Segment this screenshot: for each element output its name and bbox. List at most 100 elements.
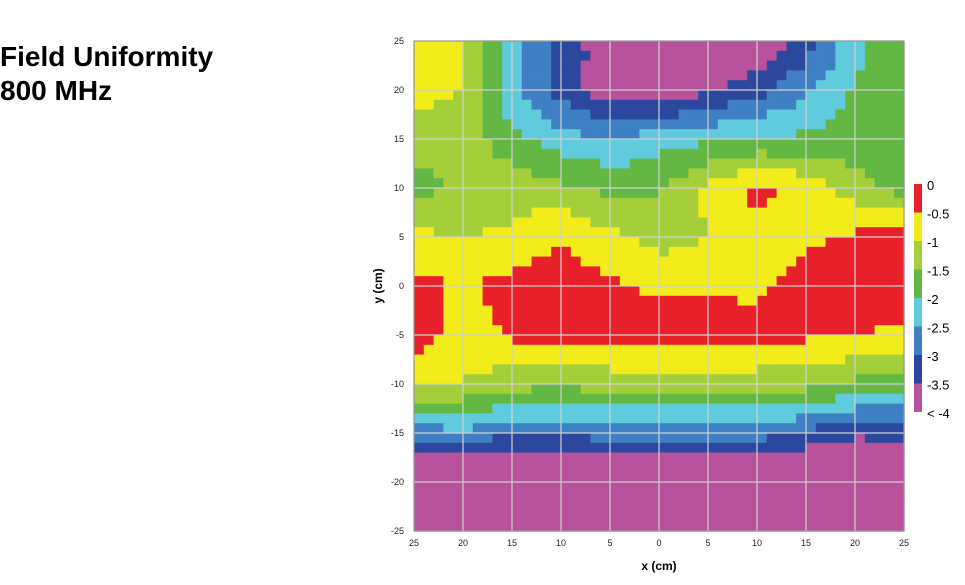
- heatmap-cell: [845, 491, 856, 503]
- heatmap-cell: [619, 413, 631, 424]
- heatmap-cell: [688, 256, 699, 267]
- heatmap-cell: [414, 452, 425, 463]
- heatmap-cell: [845, 295, 856, 307]
- heatmap-cell: [708, 344, 719, 356]
- heatmap-cell: [668, 521, 680, 532]
- heatmap-cell: [864, 482, 876, 493]
- heatmap-cell: [414, 521, 425, 532]
- heatmap-cell: [492, 413, 503, 424]
- heatmap-cell: [796, 442, 807, 454]
- heatmap-cell: [884, 462, 895, 473]
- heatmap-cell: [482, 315, 493, 326]
- heatmap-cell: [845, 472, 856, 483]
- heatmap-cell: [649, 60, 660, 71]
- heatmap-cell: [747, 246, 758, 258]
- heatmap-cell: [688, 158, 699, 169]
- heatmap-cell: [668, 70, 680, 81]
- heatmap-cell: [727, 521, 738, 532]
- heatmap-cell: [531, 286, 542, 297]
- heatmap-cell: [708, 188, 719, 199]
- heatmap-cell: [580, 462, 591, 473]
- heatmap-cell: [590, 207, 601, 218]
- heatmap-cell: [502, 501, 513, 512]
- heatmap-cell: [708, 295, 719, 307]
- heatmap-cell: [580, 393, 591, 405]
- heatmap-cell: [610, 491, 621, 503]
- heatmap-cell: [600, 423, 611, 434]
- heatmap-cell: [806, 99, 817, 111]
- heatmap-cell: [472, 266, 484, 277]
- heatmap-cell: [482, 354, 493, 365]
- heatmap-cell: [717, 462, 729, 473]
- heatmap-cell: [590, 442, 601, 454]
- y-tick-label: -20: [391, 477, 404, 487]
- heatmap-cell: [610, 482, 621, 493]
- heatmap-cell: [649, 511, 660, 522]
- heatmap-cell: [453, 423, 464, 434]
- heatmap-cell: [659, 393, 670, 405]
- heatmap-cell: [806, 433, 817, 444]
- heatmap-cell: [639, 237, 650, 248]
- heatmap-cell: [806, 442, 817, 454]
- heatmap-cell: [688, 276, 699, 287]
- heatmap-cell: [894, 393, 905, 405]
- heatmap-cell: [894, 148, 905, 160]
- heatmap-cell: [727, 139, 738, 150]
- heatmap-cell: [884, 70, 895, 81]
- heatmap-cell: [737, 482, 748, 493]
- heatmap-cell: [737, 168, 748, 179]
- heatmap-cell: [649, 374, 660, 385]
- heatmap-cell: [698, 99, 709, 111]
- heatmap-cell: [757, 50, 768, 62]
- heatmap-cell: [541, 472, 552, 483]
- heatmap-cell: [668, 433, 680, 444]
- heatmap-cell: [668, 109, 680, 120]
- heatmap-cell: [678, 393, 689, 405]
- heatmap-cell: [688, 237, 699, 248]
- heatmap-cell: [894, 188, 905, 199]
- heatmap-cell: [717, 344, 729, 356]
- heatmap-cell: [825, 41, 836, 52]
- heatmap-cell: [570, 482, 582, 493]
- heatmap-cell: [521, 286, 533, 297]
- heatmap-cell: [619, 80, 631, 91]
- heatmap-cell: [894, 237, 905, 248]
- heatmap-cell: [776, 246, 787, 258]
- heatmap-cell: [874, 335, 885, 346]
- heatmap-cell: [668, 237, 680, 248]
- heatmap-cell: [561, 129, 572, 140]
- heatmap-cell: [600, 344, 611, 356]
- heatmap-cell: [561, 178, 572, 189]
- heatmap-cell: [561, 70, 572, 81]
- heatmap-cell: [521, 80, 533, 91]
- heatmap-cell: [649, 178, 660, 189]
- heatmap-cell: [619, 462, 631, 473]
- heatmap-cell: [766, 521, 778, 532]
- heatmap-cell: [433, 266, 444, 277]
- heatmap-cell: [884, 266, 895, 277]
- heatmap-cell: [580, 217, 591, 228]
- heatmap-cell: [482, 335, 493, 346]
- heatmap-cell: [531, 188, 542, 199]
- heatmap-cell: [610, 129, 621, 140]
- heatmap-cell: [570, 178, 582, 189]
- heatmap-cell: [512, 354, 523, 365]
- heatmap-cell: [864, 158, 876, 169]
- heatmap-cell: [884, 521, 895, 532]
- legend-label: -1: [927, 235, 939, 250]
- heatmap-cell: [610, 207, 621, 218]
- heatmap-cell: [531, 433, 542, 444]
- heatmap-cell: [864, 90, 876, 101]
- heatmap-cell: [874, 60, 885, 71]
- heatmap-cell: [855, 511, 866, 522]
- heatmap-cell: [590, 325, 601, 336]
- heatmap-cell: [757, 354, 768, 365]
- heatmap-cell: [796, 384, 807, 395]
- heatmap-cell: [845, 354, 856, 365]
- heatmap-cell: [727, 511, 738, 522]
- heatmap-cell: [443, 197, 454, 209]
- heatmap-cell: [737, 80, 748, 91]
- heatmap-cell: [766, 158, 778, 169]
- heatmap-cell: [463, 472, 474, 483]
- heatmap-cell: [776, 158, 787, 169]
